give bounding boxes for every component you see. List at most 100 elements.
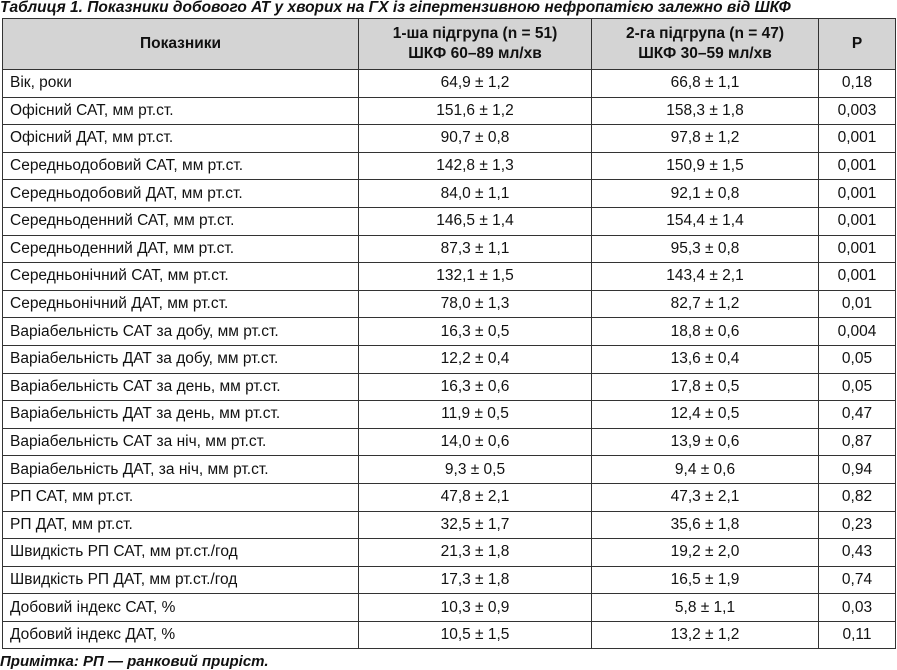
p-value-cell: 0,001 <box>818 262 896 291</box>
p-value-cell: 0,05 <box>818 344 896 374</box>
p-value-cell: 0,001 <box>818 206 896 236</box>
header-group1-line2: ШКФ 60–89 мл/хв <box>408 45 542 62</box>
table-row: Варіабельність ДАТ за день, мм рт.ст. 11,… <box>2 400 896 429</box>
group2-cell: 158,3 ± 1,8 <box>591 96 819 126</box>
p-value-cell: 0,43 <box>818 538 896 567</box>
group1-cell: 16,3 ± 0,5 <box>358 317 592 346</box>
group2-cell: 16,5 ± 1,9 <box>591 565 819 595</box>
table-row: РП ДАТ, мм рт.ст. 32,5 ± 1,7 35,6 ± 1,8 0,2… <box>2 510 896 540</box>
group2-cell: 97,8 ± 1,2 <box>591 124 819 153</box>
group1-cell: 14,0 ± 0,6 <box>358 427 592 457</box>
table-row: Добовий індекс ДАТ, % 10,5 ± 1,5 13,2 ± 1,… <box>2 620 896 650</box>
group1-cell: 64,9 ± 1,2 <box>358 69 592 98</box>
table-row: Варіабельність ДАТ за добу, мм рт.ст. 12,… <box>2 344 896 374</box>
group1-cell: 151,6 ± 1,2 <box>358 96 592 126</box>
table-row: Офісний САТ, мм рт.ст. 151,6 ± 1,2 158,3 ±… <box>2 96 896 126</box>
indicator-cell: Варіабельність ДАТ за добу, мм рт.ст. <box>2 344 359 374</box>
table-row: Середньонічний САТ, мм рт.ст. 132,1 ± 1,5… <box>2 262 896 291</box>
group1-cell: 17,3 ± 1,8 <box>358 565 592 595</box>
group2-cell: 66,8 ± 1,1 <box>591 69 819 98</box>
p-value-cell: 0,03 <box>818 593 896 622</box>
table-row: Варіабельність САТ за добу, мм рт.ст. 16,… <box>2 317 896 346</box>
group1-cell: 21,3 ± 1,8 <box>358 538 592 567</box>
table-row: Вік, роки 64,9 ± 1,2 66,8 ± 1,1 0,18 <box>2 69 896 98</box>
group1-cell: 12,2 ± 0,4 <box>358 344 592 374</box>
table-row: Варіабельність ДАТ, за ніч, мм рт.ст. 9,3… <box>2 455 896 484</box>
group1-cell: 11,9 ± 0,5 <box>358 400 592 429</box>
indicator-cell: Варіабельність ДАТ за день, мм рт.ст. <box>2 400 359 429</box>
group1-cell: 90,7 ± 0,8 <box>358 124 592 153</box>
indicator-cell: РП ДАТ, мм рт.ст. <box>2 510 359 540</box>
p-value-cell: 0,001 <box>818 151 896 181</box>
indicator-cell: Варіабельність САТ за добу, мм рт.ст. <box>2 317 359 346</box>
header-group2-line1: 2-га підгрупа (n = 47) <box>626 25 784 42</box>
table-row: Середньодобовий САТ, мм рт.ст. 142,8 ± 1,… <box>2 151 896 181</box>
table-row: Добовий індекс САТ, % 10,3 ± 0,9 5,8 ± 1,1… <box>2 593 896 622</box>
p-value-cell: 0,001 <box>818 124 896 153</box>
table-row: Швидкість РП САТ, мм рт.ст./год 21,3 ± 1,… <box>2 538 896 567</box>
group1-cell: 142,8 ± 1,3 <box>358 151 592 181</box>
group2-cell: 9,4 ± 0,6 <box>591 455 819 484</box>
table-row: Середньонічний ДАТ, мм рт.ст. 78,0 ± 1,3 8… <box>2 289 896 319</box>
group1-cell: 132,1 ± 1,5 <box>358 262 592 291</box>
p-value-cell: 0,23 <box>818 510 896 540</box>
group2-cell: 13,2 ± 1,2 <box>591 620 819 650</box>
group1-cell: 146,5 ± 1,4 <box>358 206 592 236</box>
table-row: Середньоденний САТ, мм рт.ст. 146,5 ± 1,4… <box>2 206 896 236</box>
indicator-cell: Середньоденний ДАТ, мм рт.ст. <box>2 234 359 264</box>
table-body: Вік, роки 64,9 ± 1,2 66,8 ± 1,1 0,18 Офісний… <box>2 69 896 650</box>
header-p: Р <box>818 18 896 70</box>
indicator-cell: Середньоденний САТ, мм рт.ст. <box>2 206 359 236</box>
group1-cell: 47,8 ± 2,1 <box>358 482 592 512</box>
group1-cell: 84,0 ± 1,1 <box>358 179 592 208</box>
indicator-cell: Варіабельність САТ за день, мм рт.ст. <box>2 372 359 402</box>
indicator-cell: Варіабельність САТ за ніч, мм рт.ст. <box>2 427 359 457</box>
group1-cell: 10,5 ± 1,5 <box>358 620 592 650</box>
indicator-cell: Швидкість РП САТ, мм рт.ст./год <box>2 538 359 567</box>
table-row: Варіабельність САТ за день, мм рт.ст. 16,… <box>2 372 896 402</box>
group1-cell: 78,0 ± 1,3 <box>358 289 592 319</box>
header-group1-line1: 1-ша підгрупа (n = 51) <box>392 25 558 42</box>
p-value-cell: 0,11 <box>818 620 896 650</box>
indicator-cell: Вік, роки <box>2 69 359 98</box>
table-row: Швидкість РП ДАТ, мм рт.ст./год 17,3 ± 1,… <box>2 565 896 595</box>
table-row: РП САТ, мм рт.ст. 47,8 ± 2,1 47,3 ± 2,1 0,8… <box>2 482 896 512</box>
p-value-cell: 0,001 <box>818 179 896 208</box>
table-header: Показники 1-ша підгрупа (n = 51) ШКФ 60–… <box>2 18 896 70</box>
group2-cell: 5,8 ± 1,1 <box>591 593 819 622</box>
header-indicator: Показники <box>2 18 359 70</box>
indicator-cell: Добовий індекс ДАТ, % <box>2 620 359 650</box>
group2-cell: 17,8 ± 0,5 <box>591 372 819 402</box>
group2-cell: 154,4 ± 1,4 <box>591 206 819 236</box>
p-value-cell: 0,05 <box>818 372 896 402</box>
group1-cell: 32,5 ± 1,7 <box>358 510 592 540</box>
group2-cell: 13,6 ± 0,4 <box>591 344 819 374</box>
p-value-cell: 0,004 <box>818 317 896 346</box>
indicator-cell: РП САТ, мм рт.ст. <box>2 482 359 512</box>
indicator-cell: Офісний ДАТ, мм рт.ст. <box>2 124 359 153</box>
p-value-cell: 0,74 <box>818 565 896 595</box>
group1-cell: 16,3 ± 0,6 <box>358 372 592 402</box>
indicator-cell: Середньодобовий САТ, мм рт.ст. <box>2 151 359 181</box>
indicator-cell: Середньонічний ДАТ, мм рт.ст. <box>2 289 359 319</box>
table-row: Середньоденний ДАТ, мм рт.ст. 87,3 ± 1,1 9… <box>2 234 896 264</box>
p-value-cell: 0,001 <box>818 234 896 264</box>
indicator-cell: Добовий індекс САТ, % <box>2 593 359 622</box>
group2-cell: 12,4 ± 0,5 <box>591 400 819 429</box>
group2-cell: 35,6 ± 1,8 <box>591 510 819 540</box>
p-value-cell: 0,01 <box>818 289 896 319</box>
indicator-cell: Середньодобовий ДАТ, мм рт.ст. <box>2 179 359 208</box>
p-value-cell: 0,82 <box>818 482 896 512</box>
header-group1: 1-ша підгрупа (n = 51) ШКФ 60–89 мл/хв <box>358 18 592 70</box>
group2-cell: 18,8 ± 0,6 <box>591 317 819 346</box>
table-row: Офісний ДАТ, мм рт.ст. 90,7 ± 0,8 97,8 ± 1… <box>2 124 896 153</box>
bp-indicators-table: Показники 1-ша підгрупа (n = 51) ШКФ 60–… <box>2 18 896 650</box>
table-note: Примітка: РП — ранковий приріст. <box>0 653 269 670</box>
group2-cell: 82,7 ± 1,2 <box>591 289 819 319</box>
indicator-cell: Офісний САТ, мм рт.ст. <box>2 96 359 126</box>
header-row: Показники 1-ша підгрупа (n = 51) ШКФ 60–… <box>2 18 896 70</box>
group1-cell: 87,3 ± 1,1 <box>358 234 592 264</box>
p-value-cell: 0,003 <box>818 96 896 126</box>
indicator-cell: Варіабельність ДАТ, за ніч, мм рт.ст. <box>2 455 359 484</box>
group2-cell: 95,3 ± 0,8 <box>591 234 819 264</box>
